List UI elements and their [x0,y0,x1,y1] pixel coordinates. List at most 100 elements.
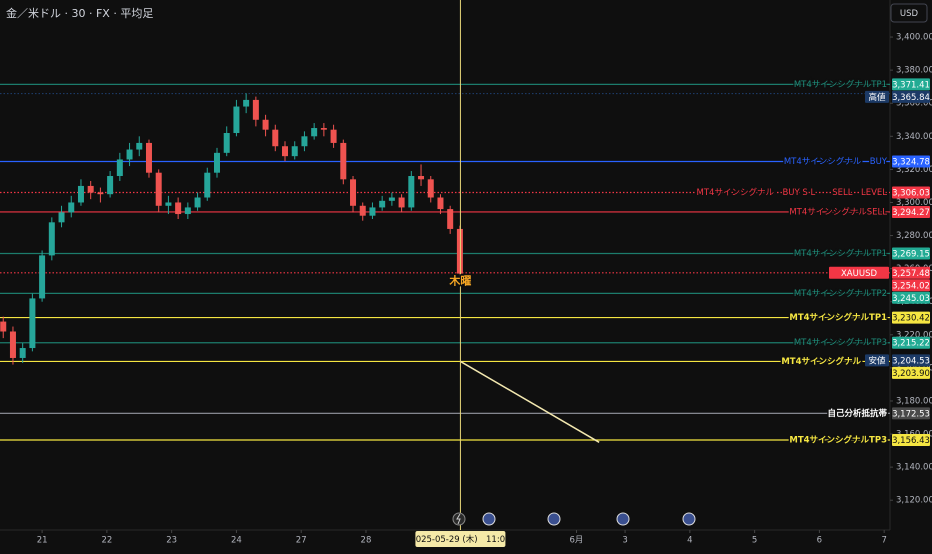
level-label: MT4サインシグナルTP2 [794,288,887,299]
price-badge-label: 3,324.78 [892,157,930,167]
candle-body [223,132,230,153]
price-badge-label: 3,215.22 [892,339,930,349]
level-label: MT4サインシグナルTP1 [794,79,887,90]
event-icon[interactable] [547,512,561,526]
candles [0,93,463,365]
candle-body [145,142,152,173]
y-tick-label: 3,400.00 [896,33,932,43]
price-badge-label: 3,230.42 [892,314,930,324]
level-label: MT4サインシグナルTP3 [794,337,887,348]
candle-body [369,207,376,216]
levels [0,83,890,441]
event-icons [452,512,696,526]
event-icon[interactable] [616,512,630,526]
crosshair-label-box [415,531,506,547]
event-icon[interactable] [482,512,496,526]
x-tick-label: 24 [231,536,242,546]
candle-body [165,202,172,206]
candle-body [272,129,279,147]
y-tick-label: 3,120.00 [896,496,932,506]
candle-body [262,119,269,130]
tag: XAUUSD [841,269,877,279]
candle-body [126,149,133,160]
candle-body [291,146,298,157]
level-label: MT4サインシグナルTP1 [794,248,887,259]
price-badge [892,205,930,218]
tag-box [829,266,889,279]
currency-button[interactable] [890,3,928,23]
x-tick-label: 21 [37,536,48,546]
y-tick-label: 3,220.00 [896,330,932,340]
price-badge-label: 3,306.03 [892,188,930,198]
y-tick-label: 3,340.00 [896,132,932,142]
x-tick-label: 4 [687,536,692,546]
event-icon[interactable] [682,512,696,526]
price-badge [892,155,930,168]
currency[interactable]: USD [900,9,919,19]
price-badge [892,78,930,91]
candle-body [359,205,366,216]
level-label: MT4サインシグナル BUY S L SELL LEVEL [697,187,888,198]
candle-body [48,222,55,256]
y-tick-label: 3,140.00 [896,463,932,473]
candle-body [301,136,308,147]
price-badge-label: 3,204.53 [892,356,930,366]
candle-body [136,142,143,150]
candle-body [320,128,327,130]
price-badge [892,90,930,103]
candle-body [456,228,463,274]
candle-body [194,197,201,208]
candle-body [29,298,36,349]
candle-body [68,202,75,213]
level-label: MT4サインシグナル [781,356,861,367]
candle-body [418,176,425,180]
candle-body [175,202,182,215]
y-tick-label: 3,300.00 [896,198,932,208]
trend-line [460,360,600,443]
price-badge-label: 3,203.90 [892,369,930,379]
candle-body [447,209,454,229]
tag-box [865,354,889,367]
level-label: MT4サインシグナルTP3 [789,434,887,445]
tag: 高値 [868,92,886,103]
x-tick-label: 5 [752,536,757,546]
candle-body [77,185,84,203]
x-tick-label: 22 [101,536,112,546]
candle-body [19,348,26,358]
level-label: MT4サインシグナル BUY [784,156,888,167]
candle-body [184,207,191,215]
tag-box [865,90,889,103]
level-label: 自己分析抵抗帯 [827,408,887,419]
price-badge-label: 3,156.43 [892,436,930,446]
x-tick-label: 7 [881,536,886,546]
y-tick-label: 3,380.00 [896,66,932,76]
candle-body [233,106,240,133]
price-badge [892,279,930,292]
price-badge-label: 3,269.15 [892,250,930,260]
x-tick-label: 6月 [570,536,584,546]
candle-body [243,99,250,107]
y-tick-label: 3,180.00 [896,396,932,406]
candle-body [9,331,16,358]
candle-body [116,159,123,177]
candle-body [330,129,337,143]
level-label: MT4サインシグナルSELL [789,206,887,217]
candle-body [388,197,395,201]
crosshair-label: 2025-05-29 (木) 11:00 [410,534,510,545]
x-tick-label: 3 [622,536,627,546]
x-tick-label: 27 [296,536,307,546]
candle-body [39,255,46,299]
price-badge-label: 3,371.41 [892,80,930,90]
candle-body [437,197,444,210]
candle-body [213,152,220,173]
x-tick-label: 23 [166,536,177,546]
price-badge [892,291,930,304]
candle-body [282,146,289,157]
candle-body [252,99,259,120]
tag: 安値 [868,355,886,366]
candle-body [204,172,211,198]
price-badge [892,354,930,367]
